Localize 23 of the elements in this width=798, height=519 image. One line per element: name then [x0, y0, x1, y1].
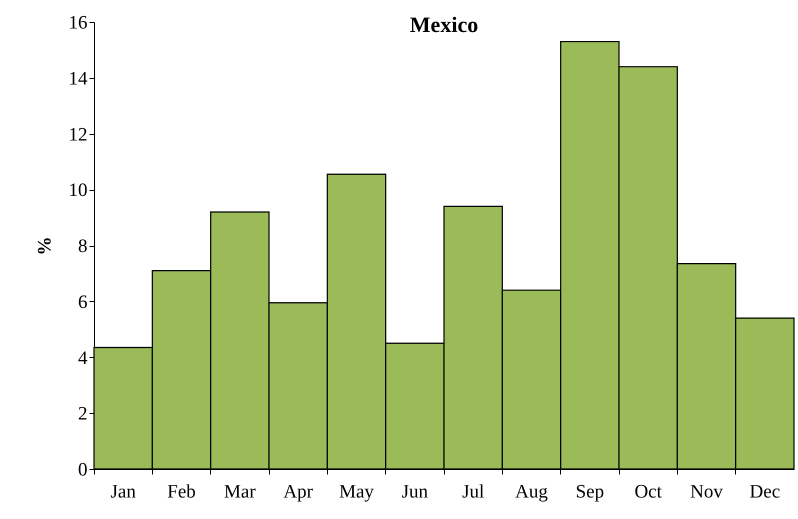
x-tick-label: Jan — [110, 482, 136, 502]
x-tick-label: Apr — [283, 482, 314, 502]
x-tick-label: Aug — [515, 482, 548, 502]
y-axis-title: % — [34, 236, 56, 256]
x-tick-label: Oct — [634, 482, 663, 502]
x-tick-label: May — [339, 482, 374, 502]
y-tick-label: 0 — [78, 460, 88, 480]
y-tick-label: 4 — [78, 348, 88, 369]
y-tick-label: 12 — [68, 124, 88, 146]
y-tick-label: 16 — [68, 12, 88, 34]
x-tick-label: Feb — [167, 482, 196, 502]
y-tick-label: 2 — [78, 404, 88, 425]
x-tick-label: Jun — [402, 482, 429, 502]
x-tick-label: Sep — [576, 482, 604, 502]
x-tick-label: Jul — [462, 482, 484, 502]
x-tick-label: Nov — [690, 482, 724, 502]
y-tick-label: 8 — [78, 236, 88, 257]
y-tick-label: 14 — [68, 68, 88, 90]
x-tick-label: Mar — [224, 482, 256, 502]
x-tick-label: Dec — [750, 482, 780, 502]
chart-title: Mexico — [410, 12, 478, 37]
y-tick-label: 6 — [78, 292, 88, 313]
y-tick-label: 10 — [68, 180, 88, 202]
